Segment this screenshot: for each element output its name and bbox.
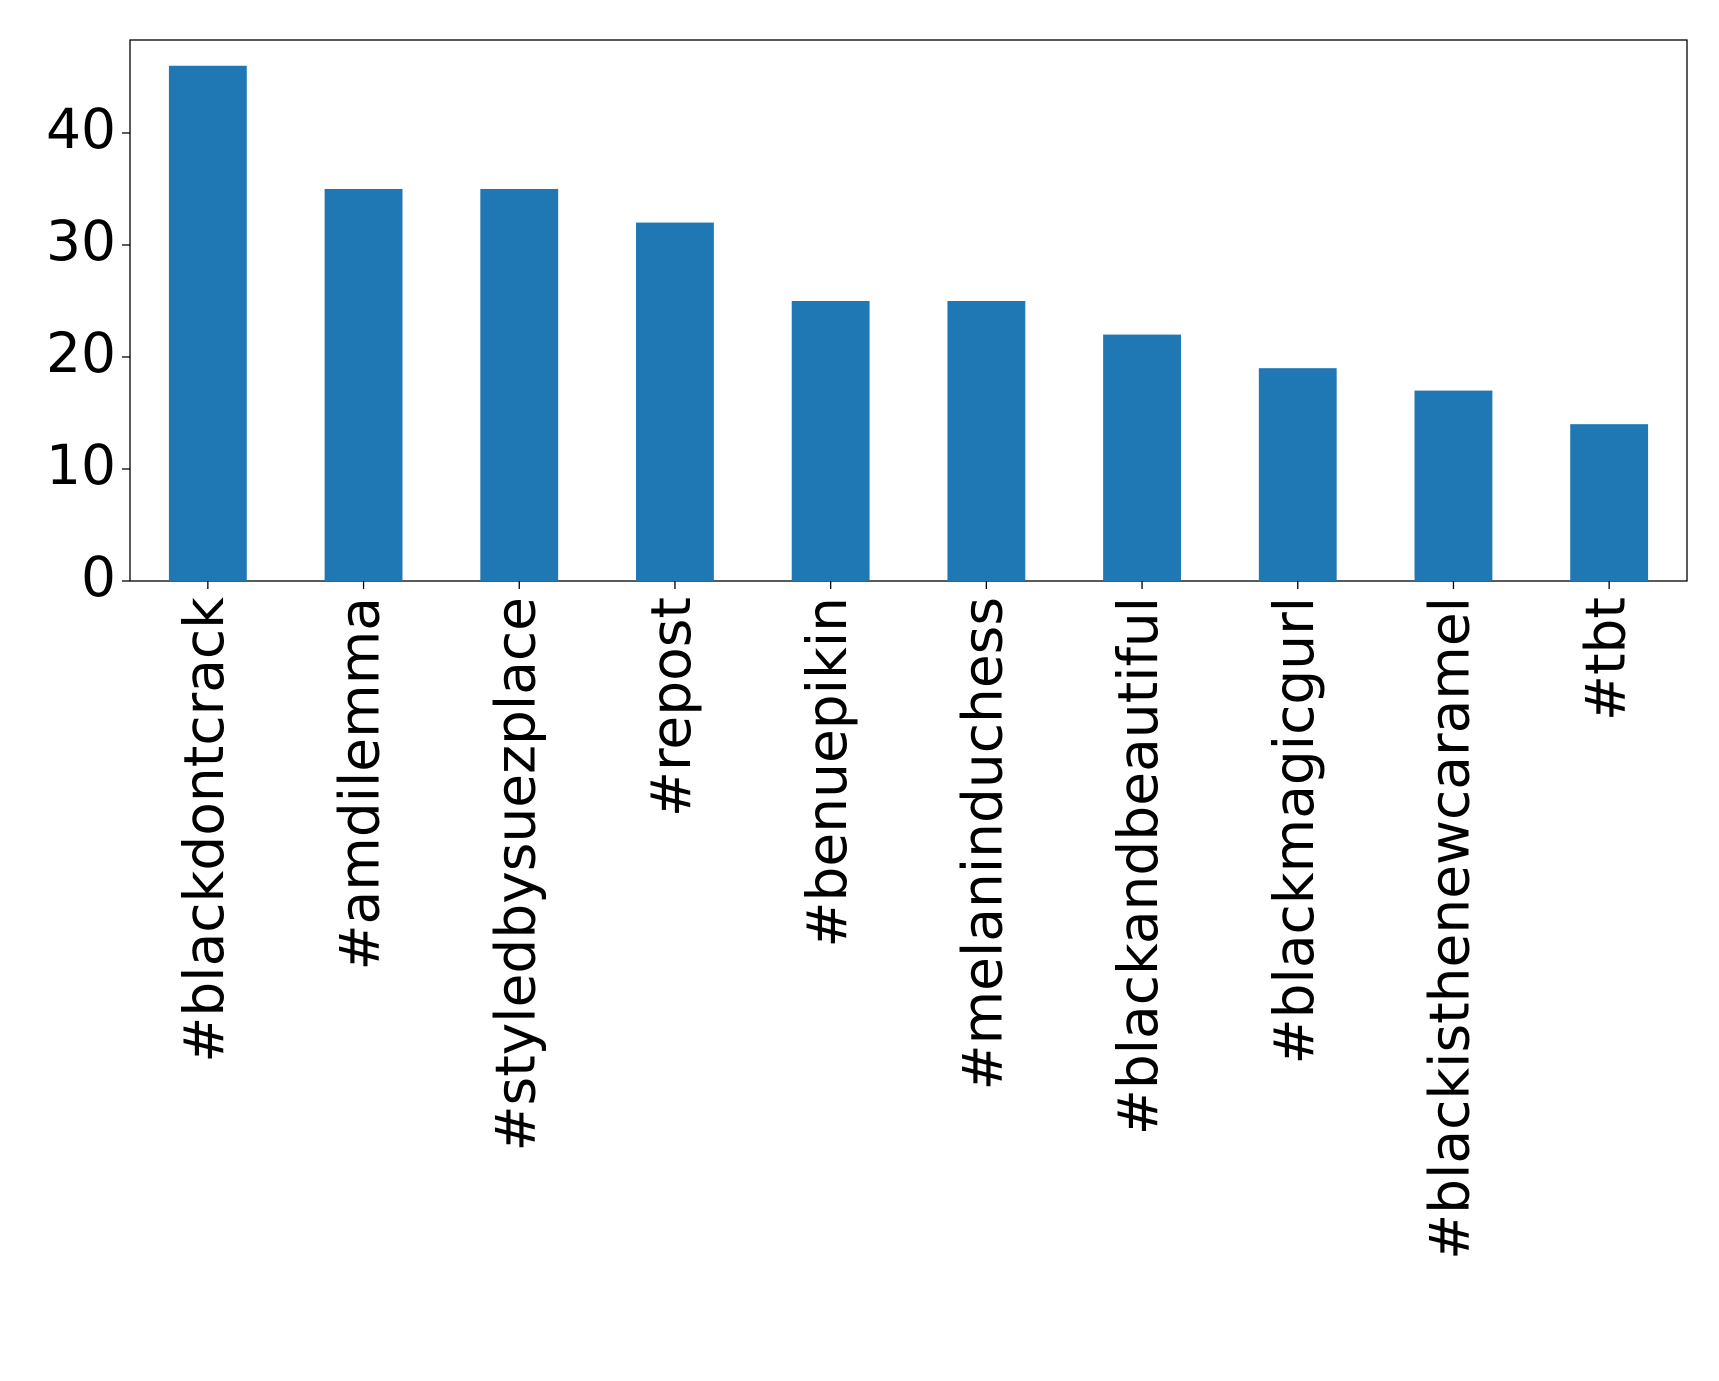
x-tick-label: #blackmagicgurl [1262,597,1326,1064]
bar [1103,334,1181,581]
x-tick-label: #blackandbeautiful [1106,597,1170,1135]
bar [947,300,1026,581]
bar [324,188,403,581]
y-tick-label: 10 [46,433,116,497]
bar [1414,390,1493,581]
bar [1570,424,1649,581]
y-tick-label: 40 [46,97,116,161]
bar [636,222,714,582]
x-tick-label: #repost [639,597,703,817]
bar [480,188,559,581]
x-tick-label: #melaninduchess [950,597,1014,1091]
bar [1258,368,1337,581]
plot-frame [129,39,1688,582]
x-tick-label: #benuepikin [795,597,859,948]
x-tick-label: #blackdontcrack [172,597,236,1063]
x-tick-label: #blackisthenewcaramel [1418,597,1482,1260]
x-tick-label: #tbt [1573,597,1637,721]
bar [791,300,870,581]
y-tick-label: 0 [81,545,116,609]
x-tick-label: #styledbysuezplace [483,597,547,1152]
y-tick-label: 20 [46,321,116,385]
x-tick-label: #amdilemma [328,597,392,971]
bar [168,65,247,581]
y-tick-label: 30 [46,209,116,273]
